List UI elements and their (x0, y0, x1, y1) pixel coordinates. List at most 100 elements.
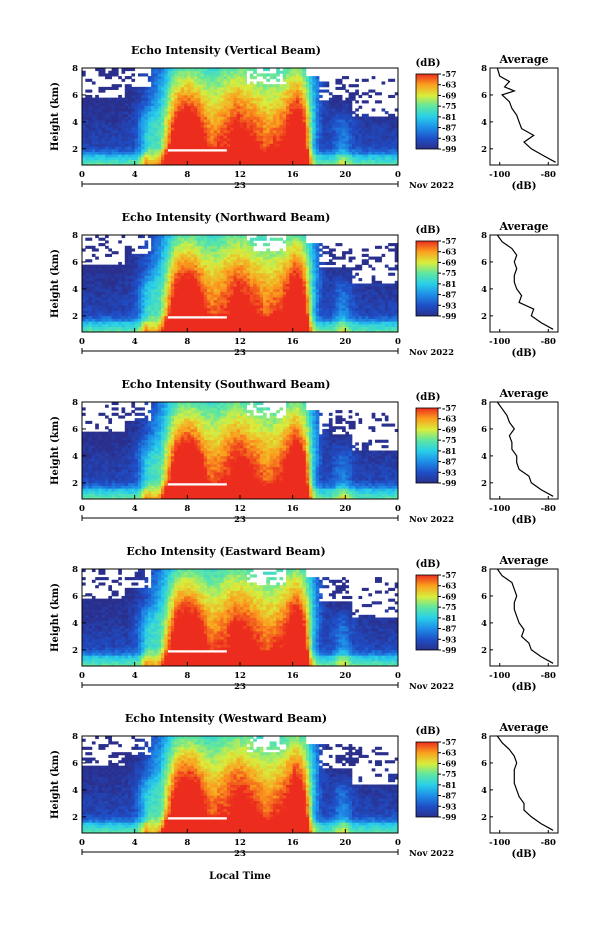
heatmap-cell (147, 151, 152, 155)
heatmap-cell (309, 140, 313, 144)
heatmap-cell (118, 156, 122, 161)
heatmap-cell (233, 253, 238, 257)
heatmap-cell (289, 127, 294, 131)
heatmap-cell (230, 140, 234, 144)
heatmap-cell (174, 146, 178, 150)
heatmap-cell (210, 73, 215, 77)
heatmap-cell (105, 140, 109, 144)
heatmap-cell (177, 159, 182, 163)
heatmap-cell (243, 138, 247, 142)
heatmap-cell (315, 113, 320, 117)
heatmap-cell (276, 291, 280, 295)
heatmap-cell (259, 124, 264, 128)
heatmap-cell (154, 148, 159, 152)
heatmap-cell (124, 296, 129, 301)
heatmap-cell (200, 329, 205, 333)
heatmap-cell (371, 76, 376, 80)
heatmap-cell (111, 329, 116, 333)
heatmap-cell (151, 307, 155, 311)
heatmap-cell (269, 111, 274, 115)
heatmap-cell (82, 121, 86, 125)
heatmap-cell (263, 148, 267, 152)
heatmap-cell (180, 105, 185, 109)
heatmap-cell (161, 156, 165, 161)
heatmap-cell (170, 113, 175, 117)
heatmap-cell (240, 310, 244, 314)
heatmap-cell (118, 119, 122, 123)
heatmap-cell (276, 121, 280, 125)
heatmap-cell (144, 267, 149, 271)
heatmap-cell (253, 318, 257, 322)
heatmap-cell (305, 138, 310, 142)
heatmap-cell (203, 68, 208, 72)
heatmap-cell (190, 310, 195, 314)
heatmap-cell (131, 253, 136, 257)
heatmap-cell (197, 159, 201, 163)
heatmap-cell (197, 119, 201, 123)
heatmap-cell (177, 140, 182, 144)
heatmap-cell (269, 294, 274, 298)
heatmap-cell (256, 86, 261, 90)
x-tick-label: 16 (287, 170, 299, 180)
heatmap-cell (263, 103, 267, 107)
heatmap-cell (358, 146, 363, 150)
heatmap-cell (174, 73, 178, 77)
heatmap-cell (131, 310, 136, 314)
heatmap-cell (82, 307, 86, 311)
heatmap-cell (309, 103, 313, 107)
heatmap-cell (305, 103, 310, 107)
heatmap-cell (164, 121, 168, 125)
heatmap-cell (137, 256, 142, 260)
heatmap-cell (233, 162, 238, 166)
heatmap-cell (137, 245, 142, 249)
heatmap-cell (266, 154, 271, 158)
heatmap-cell (167, 151, 172, 155)
heatmap-cell (121, 305, 126, 309)
heatmap-cell (184, 270, 188, 274)
heatmap-cell (226, 103, 231, 107)
heatmap-cell (240, 256, 244, 260)
heatmap-cell (82, 124, 86, 128)
heatmap-cell (315, 119, 320, 123)
heatmap-cell (200, 76, 205, 80)
heatmap-cell (164, 103, 168, 107)
heatmap-cell (161, 148, 165, 152)
heatmap-cell (187, 291, 192, 295)
x-tick-label: 0 (79, 170, 85, 180)
heatmap-cell (249, 156, 254, 161)
heatmap-cell (295, 116, 300, 120)
heatmap-cell (91, 288, 96, 292)
heatmap-cell (131, 116, 136, 120)
heatmap-cell (312, 103, 317, 107)
heatmap-cell (240, 248, 244, 252)
heatmap-cell (391, 156, 396, 161)
heatmap-cell (332, 159, 336, 163)
heatmap-cell (98, 267, 103, 271)
heatmap-cell (315, 151, 320, 155)
heatmap-cell (391, 124, 396, 128)
heatmap-cell (249, 154, 254, 158)
heatmap-cell (95, 256, 99, 260)
heatmap-cell (253, 76, 257, 80)
heatmap-cell (282, 162, 287, 166)
heatmap-cell (305, 129, 310, 134)
heatmap-cell (177, 162, 182, 166)
heatmap-cell (295, 132, 300, 136)
heatmap-cell (358, 116, 363, 120)
heatmap-cell (197, 270, 201, 274)
heatmap-cell (180, 299, 185, 303)
heatmap-cell (105, 310, 109, 314)
heatmap-cell (124, 307, 129, 311)
heatmap-cell (151, 92, 155, 96)
heatmap-cell (88, 275, 93, 279)
heatmap-cell (193, 140, 198, 144)
heatmap-cell (207, 129, 211, 134)
heatmap-cell (197, 111, 201, 115)
heatmap-cell (170, 283, 175, 287)
heatmap-cell (266, 286, 271, 290)
heatmap-cell (220, 264, 224, 268)
heatmap-cell (279, 326, 284, 330)
heatmap-cell (128, 92, 132, 96)
heatmap-cell (226, 81, 231, 85)
heatmap-cell (220, 270, 224, 274)
